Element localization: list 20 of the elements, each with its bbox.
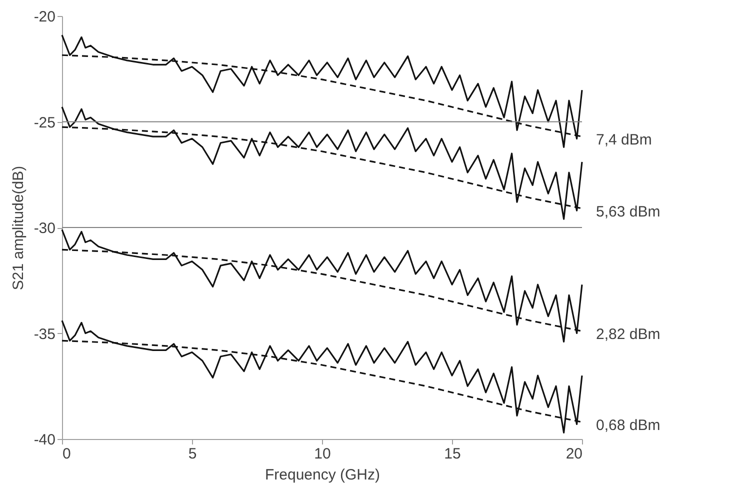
x-axis-title: Frequency (GHz) — [264, 466, 380, 484]
y-tick-label: -35 — [34, 326, 56, 343]
line-series — [61, 106, 583, 220]
x-tick-label: 10 — [314, 446, 331, 462]
y-axis-title: S21 amplitude(dB) — [10, 166, 27, 290]
line-series — [61, 228, 583, 343]
x-tick-label: 15 — [444, 446, 461, 462]
x-tick-label: 0 — [62, 446, 71, 462]
x-tick-label: 5 — [188, 446, 197, 462]
series-label: 0,68 dBm — [596, 417, 660, 434]
y-tick-label: -30 — [34, 220, 56, 237]
series-label: 5,63 dBm — [596, 203, 660, 220]
y-tick-label: -40 — [34, 432, 56, 448]
line-series — [61, 34, 583, 148]
x-tick-label: 20 — [566, 446, 582, 462]
y-tick-label: -25 — [34, 114, 56, 132]
series-label: 7,4 dBm — [596, 132, 652, 149]
line-series — [61, 320, 583, 434]
y-tick-label: -20 — [34, 8, 56, 26]
series-label: 2,82 dBm — [596, 326, 660, 344]
